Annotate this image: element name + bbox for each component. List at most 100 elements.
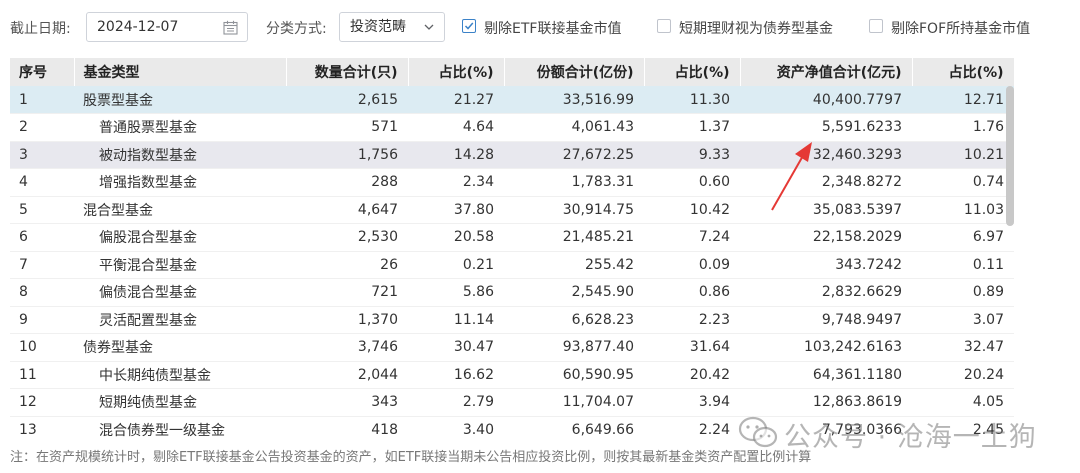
filter-bar: 截止日期: 2024-12-07 分类方式: 投资范畴 剔除ETF联接基金市值 … (0, 0, 1080, 56)
row-nav: 32,460.3293 (740, 141, 912, 169)
fof-checkbox[interactable] (869, 19, 883, 33)
header-share[interactable]: 份额合计(亿份) (504, 58, 645, 86)
chevron-down-icon (424, 24, 434, 30)
table-header-row: 序号 基金类型 数量合计(只) 占比(%) 份额合计(亿份) 占比(%) 资产净… (10, 58, 1015, 86)
table-row[interactable]: 8 偏债混合型基金 721 5.86 2,545.90 0.86 2,832.6629 0.8… (10, 278, 1014, 307)
row-share: 4,061.43 (504, 113, 644, 142)
row-nav-pct: 0.89 (912, 278, 1014, 307)
row-seq: 2 (10, 113, 74, 142)
date-label: 截止日期: (10, 21, 71, 37)
row-nav: 5,591.6233 (740, 113, 912, 142)
table-row[interactable]: 10 债券型基金 3,746 30.47 93,877.40 31.64 103,242.6… (10, 333, 1014, 362)
row-share-pct: 3.94 (644, 388, 740, 417)
row-fund-type: 偏债混合型基金 (74, 278, 286, 307)
table-row[interactable]: 3 被动指数型基金 1,756 14.28 27,672.25 9.33 32,460.32… (10, 141, 1014, 169)
row-count-pct: 14.28 (408, 141, 504, 169)
row-seq: 7 (10, 251, 74, 279)
row-fund-type: 混合债券型一级基金 (74, 416, 286, 442)
row-count-pct: 0.21 (408, 251, 504, 279)
short-term-checkbox-label[interactable]: 短期理财视为债券型基金 (679, 21, 833, 37)
watermark-text: 公众号 · 沧海一土狗 (784, 422, 1037, 453)
row-share-pct: 31.64 (644, 333, 740, 362)
row-share: 93,877.40 (504, 333, 644, 362)
calendar-icon[interactable] (223, 20, 238, 35)
table-row[interactable]: 1 股票型基金 2,615 21.27 33,516.99 11.30 40,400.779… (10, 86, 1014, 114)
row-seq: 4 (10, 168, 74, 197)
table-row[interactable]: 11 中长期纯债型基金 2,044 16.62 60,590.95 20.42 64,361… (10, 361, 1014, 389)
row-share-pct: 11.30 (644, 86, 740, 114)
row-seq: 11 (10, 361, 74, 389)
row-nav: 7,793.0366 (740, 416, 912, 442)
row-nav: 343.7242 (740, 251, 912, 279)
row-seq: 9 (10, 306, 74, 334)
row-count-pct: 21.27 (408, 86, 504, 114)
table-row[interactable]: 13 混合债券型一级基金 418 3.40 6,649.66 2.24 7,793.0366… (10, 416, 1014, 442)
date-picker[interactable]: 2024-12-07 (86, 12, 248, 42)
row-share: 60,590.95 (504, 361, 644, 389)
header-count-pct[interactable]: 占比(%) (408, 58, 505, 86)
row-nav: 12,863.8619 (740, 388, 912, 417)
row-nav: 9,748.9497 (740, 306, 912, 334)
row-fund-type: 混合型基金 (74, 196, 286, 224)
etf-checkbox[interactable] (462, 19, 476, 33)
row-share-pct: 9.33 (644, 141, 740, 169)
row-fund-type: 债券型基金 (74, 333, 286, 362)
row-nav-pct: 12.71 (912, 86, 1014, 114)
row-count: 3,746 (286, 333, 408, 362)
row-fund-type: 偏股混合型基金 (74, 223, 286, 252)
etf-checkbox-label[interactable]: 剔除ETF联接基金市值 (484, 21, 622, 37)
row-nav: 22,158.2029 (740, 223, 912, 252)
row-count-pct: 37.80 (408, 196, 504, 224)
row-share: 27,672.25 (504, 141, 644, 169)
row-share: 1,783.31 (504, 168, 644, 197)
row-fund-type: 中长期纯债型基金 (74, 361, 286, 389)
header-nav[interactable]: 资产净值合计(亿元) (740, 58, 913, 86)
table-row[interactable]: 2 普通股票型基金 571 4.64 4,061.43 1.37 5,591.6233 1.7… (10, 113, 1014, 142)
row-seq: 8 (10, 278, 74, 307)
table-row[interactable]: 9 灵活配置型基金 1,370 11.14 6,628.23 2.23 9,748.9497… (10, 306, 1014, 334)
row-share: 21,485.21 (504, 223, 644, 252)
row-share-pct: 0.60 (644, 168, 740, 197)
row-fund-type: 普通股票型基金 (74, 113, 286, 142)
row-count-pct: 11.14 (408, 306, 504, 334)
row-seq: 6 (10, 223, 74, 252)
row-nav: 2,348.8272 (740, 168, 912, 197)
table-row[interactable]: 7 平衡混合型基金 26 0.21 255.42 0.09 343.7242 0.11 (10, 251, 1014, 279)
table-row[interactable]: 5 混合型基金 4,647 37.80 30,914.75 10.42 35,083.539… (10, 196, 1014, 224)
row-share-pct: 7.24 (644, 223, 740, 252)
row-nav-pct: 4.05 (912, 388, 1014, 417)
row-count-pct: 5.86 (408, 278, 504, 307)
row-nav-pct: 11.03 (912, 196, 1014, 224)
fof-checkbox-label[interactable]: 剔除FOF所持基金市值 (891, 21, 1031, 37)
date-value: 2024-12-07 (97, 19, 179, 35)
row-count: 4,647 (286, 196, 408, 224)
table-row[interactable]: 4 增强指数型基金 288 2.34 1,783.31 0.60 2,348.8272 0.7… (10, 168, 1014, 197)
short-term-checkbox[interactable] (657, 19, 671, 33)
header-share-pct[interactable]: 占比(%) (644, 58, 741, 86)
row-seq: 1 (10, 86, 74, 114)
row-share-pct: 10.42 (644, 196, 740, 224)
row-share: 6,628.23 (504, 306, 644, 334)
classify-select[interactable]: 投资范畴 (339, 12, 445, 42)
row-nav-pct: 3.07 (912, 306, 1014, 334)
header-fund-type[interactable]: 基金类型 (74, 58, 287, 86)
row-nav-pct: 6.97 (912, 223, 1014, 252)
row-seq: 12 (10, 388, 74, 417)
row-count: 418 (286, 416, 408, 442)
row-nav: 103,242.6163 (740, 333, 912, 362)
table-row[interactable]: 6 偏股混合型基金 2,530 20.58 21,485.21 7.24 22,158.20… (10, 223, 1014, 252)
row-count: 2,615 (286, 86, 408, 114)
row-share-pct: 1.37 (644, 113, 740, 142)
header-count[interactable]: 数量合计(只) (286, 58, 409, 86)
row-nav-pct: 2.45 (912, 416, 1014, 442)
row-count-pct: 2.79 (408, 388, 504, 417)
header-seq[interactable]: 序号 (10, 58, 75, 86)
row-share-pct: 2.24 (644, 416, 740, 442)
wechat-icon (738, 416, 778, 448)
row-nav-pct: 10.21 (912, 141, 1014, 169)
table-row[interactable]: 12 短期纯债型基金 343 2.79 11,704.07 3.94 12,863.8619… (10, 388, 1014, 417)
row-nav: 2,832.6629 (740, 278, 912, 307)
vertical-scrollbar[interactable] (1006, 86, 1014, 226)
row-count-pct: 16.62 (408, 361, 504, 389)
header-nav-pct[interactable]: 占比(%) (912, 58, 1015, 86)
